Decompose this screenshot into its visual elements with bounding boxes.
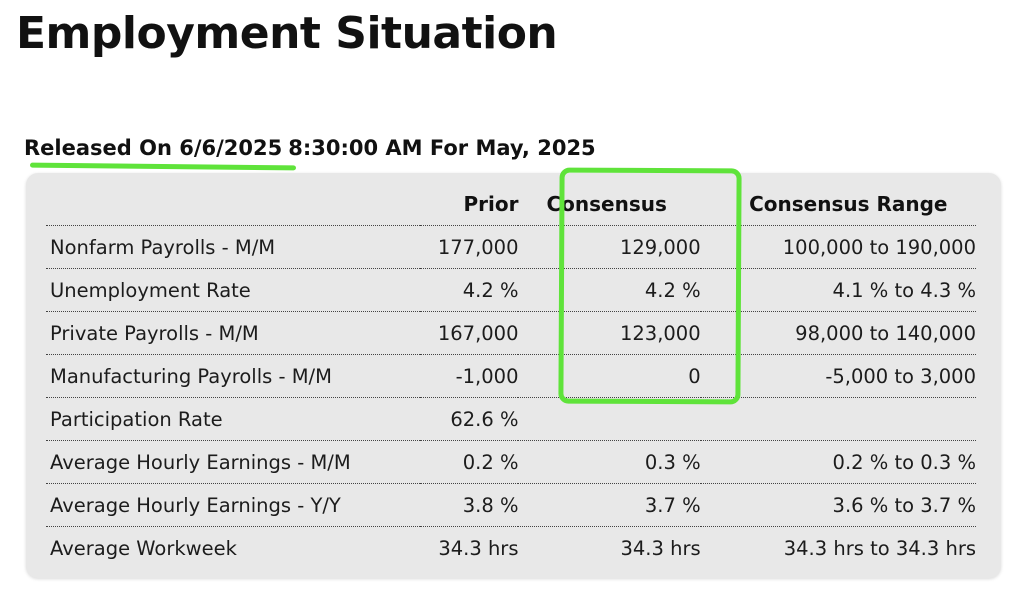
prior-value: 0.2 % — [419, 440, 519, 484]
indicator-name: Nonfarm Payrolls - M/M — [46, 225, 420, 269]
economic-data-panel: Prior Consensus Consensus Range Nonfarm … — [26, 173, 1001, 578]
indicator-name: Average Hourly Earnings - M/M — [46, 440, 420, 484]
table-row: Nonfarm Payrolls - M/M 177,000 129,000 1… — [46, 225, 976, 269]
consensus-value — [518, 397, 701, 441]
table-row: Average Hourly Earnings - M/M 0.2 % 0.3 … — [46, 440, 976, 484]
table-row: Unemployment Rate 4.2 % 4.2 % 4.1 % to 4… — [46, 268, 976, 312]
consensus-range-value: 34.3 hrs to 34.3 hrs — [783, 536, 976, 560]
indicator-name: Private Payrolls - M/M — [46, 311, 420, 355]
consensus-value: 34.3 hrs — [620, 536, 701, 560]
highlight-underline — [29, 162, 297, 171]
indicator-name: Manufacturing Payrolls - M/M — [46, 354, 420, 398]
page-title: Employment Situation — [16, 8, 558, 59]
release-info: Released On 6/6/2025 8:30:00 AM For May, … — [24, 136, 596, 160]
consensus-range-value: -5,000 to 3,000 — [700, 354, 976, 398]
table-row: Average Workweek 34.3 hrs 34.3 hrs 34.3 … — [46, 527, 976, 570]
consensus-value: 4.2 % — [518, 268, 701, 312]
release-period: 8:30:00 AM For May, 2025 — [288, 136, 596, 160]
indicator-name: Participation Rate — [46, 397, 420, 441]
header-consensus: Consensus — [518, 183, 701, 226]
prior-value: 177,000 — [419, 225, 519, 269]
consensus-table: Prior Consensus Consensus Range Nonfarm … — [46, 183, 976, 569]
consensus-range-value: 4.1 % to 4.3 % — [700, 268, 976, 312]
indicator-name: Average Hourly Earnings - Y/Y — [46, 483, 420, 527]
prior-value: 167,000 — [419, 311, 519, 355]
consensus-value: 123,000 — [518, 311, 701, 355]
consensus-range-value: 100,000 to 190,000 — [700, 225, 976, 269]
header-indicator — [46, 183, 420, 226]
indicator-name: Unemployment Rate — [46, 268, 420, 312]
prior-value: -1,000 — [419, 354, 519, 398]
consensus-range-value: 98,000 to 140,000 — [700, 311, 976, 355]
consensus-range-value: 3.6 % to 3.7 % — [700, 483, 976, 527]
table-row: Manufacturing Payrolls - M/M -1,000 0 -5… — [46, 354, 976, 398]
prior-value: 3.8 % — [419, 483, 519, 527]
table-row: Private Payrolls - M/M 167,000 123,000 9… — [46, 311, 976, 355]
prior-value: 4.2 % — [419, 268, 519, 312]
consensus-range-value — [700, 397, 976, 441]
consensus-range-value: 0.2 % to 0.3 % — [700, 440, 976, 484]
prior-value: 34.3 hrs — [438, 536, 519, 560]
header-consensus-range: Consensus Range — [700, 183, 976, 226]
release-date: Released On 6/6/2025 — [24, 136, 283, 160]
consensus-value: 3.7 % — [518, 483, 701, 527]
consensus-value: 0.3 % — [518, 440, 701, 484]
consensus-value: 129,000 — [518, 225, 701, 269]
table-row: Participation Rate 62.6 % — [46, 397, 976, 441]
table-header-row: Prior Consensus Consensus Range — [46, 183, 976, 226]
table-row: Average Hourly Earnings - Y/Y 3.8 % 3.7 … — [46, 483, 976, 527]
header-prior: Prior — [419, 183, 519, 226]
indicator-name: Average Workweek — [50, 536, 237, 560]
prior-value: 62.6 % — [419, 397, 519, 441]
consensus-value: 0 — [518, 354, 701, 398]
